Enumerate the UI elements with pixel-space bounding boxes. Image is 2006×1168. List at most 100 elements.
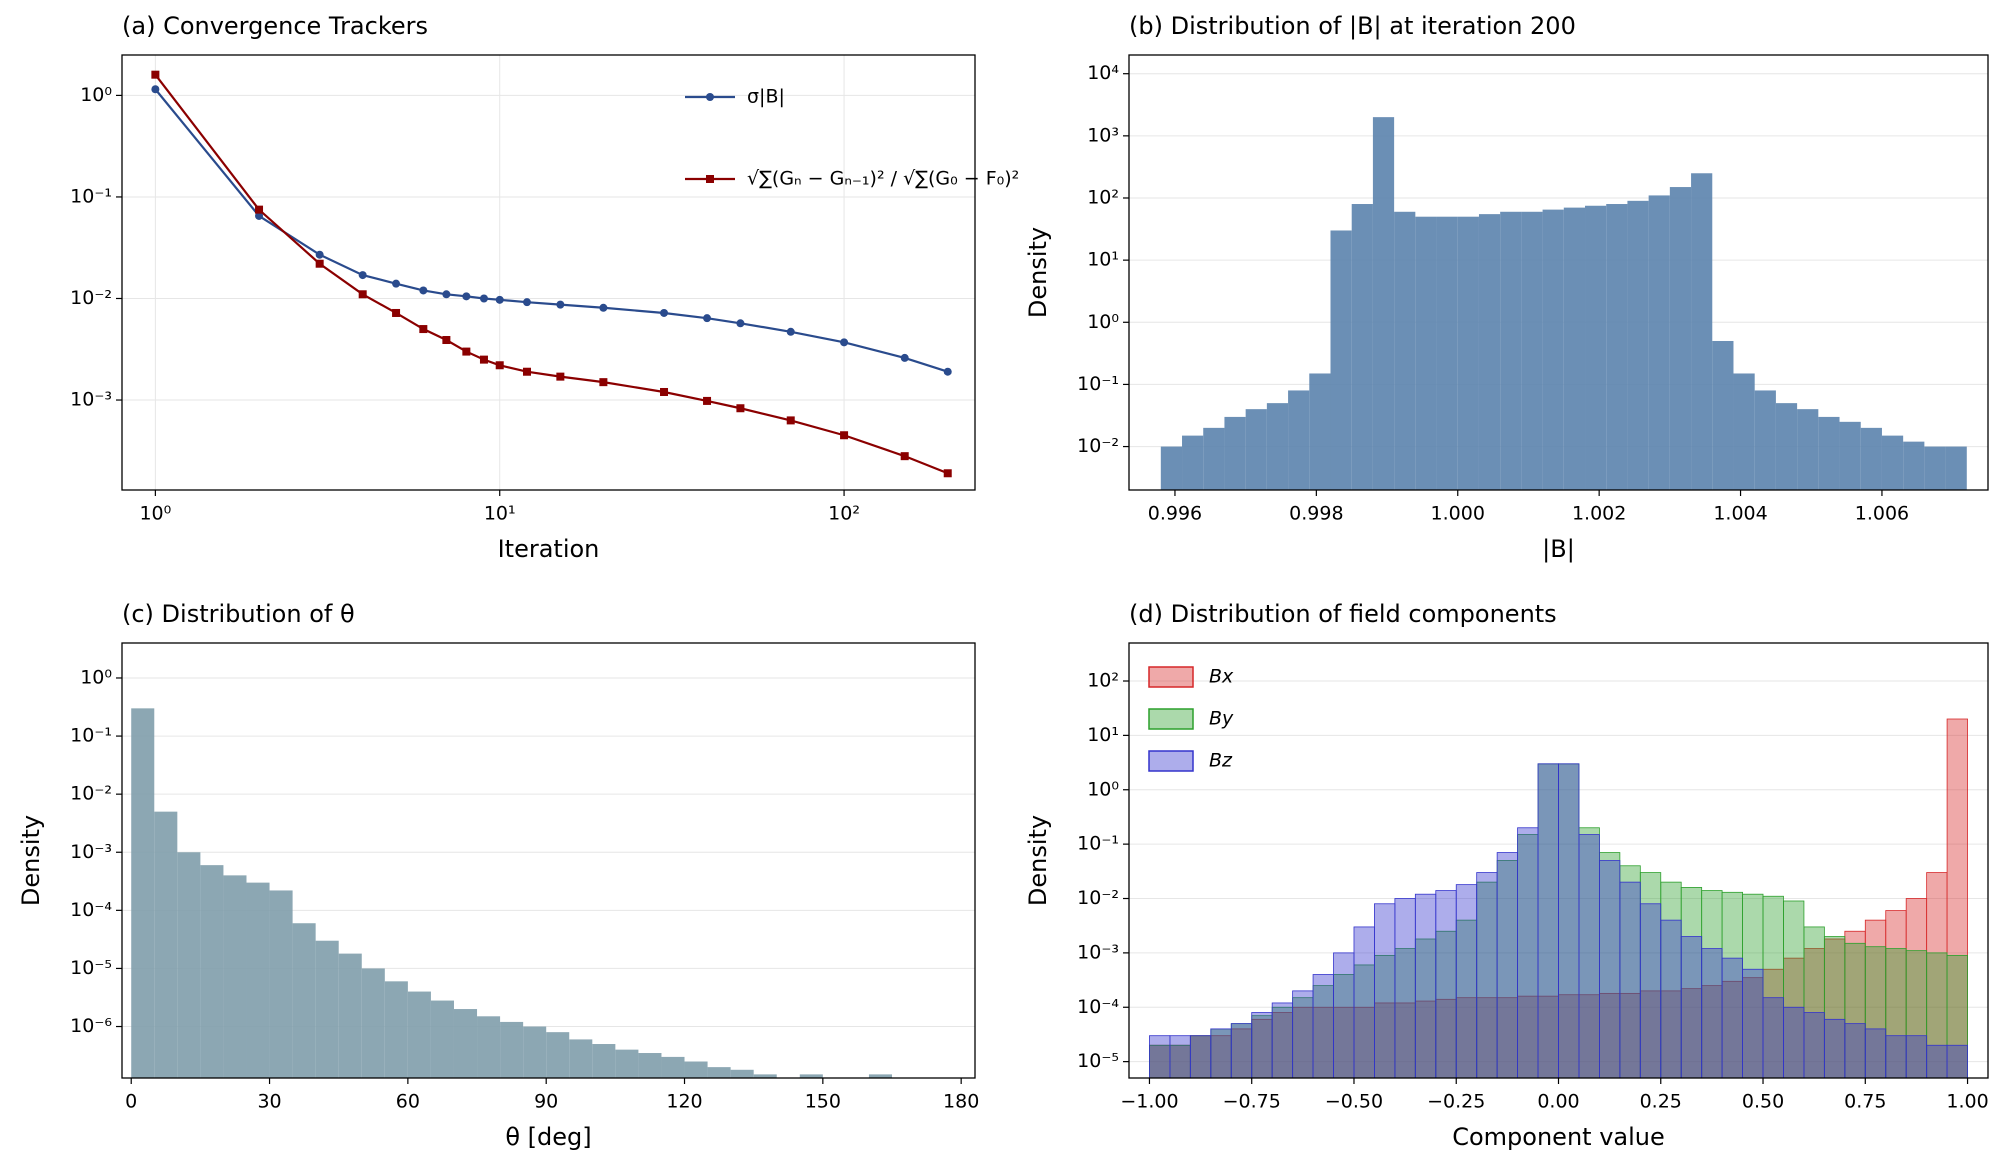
bar <box>1905 1035 1928 1078</box>
bar <box>1775 403 1798 490</box>
bar <box>154 811 178 1078</box>
bar <box>338 953 362 1078</box>
bar <box>1903 441 1925 490</box>
bar <box>246 882 270 1078</box>
y-tick-label: 10⁻² <box>1077 887 1119 909</box>
bar <box>292 923 316 1078</box>
bar <box>1885 1035 1907 1078</box>
plot-area <box>131 708 893 1078</box>
y-tick-label: 10⁻⁶ <box>70 1015 112 1037</box>
bar <box>1946 954 1968 1078</box>
marker <box>495 361 504 370</box>
bar <box>1251 1012 1273 1078</box>
y-tick-label: 10⁻¹ <box>70 725 112 747</box>
x-tick-label: 0.50 <box>1742 1091 1784 1113</box>
marker <box>479 294 488 303</box>
y-tick-label: 10⁻⁴ <box>1077 996 1119 1018</box>
y-tick-label: 10⁻² <box>1077 435 1119 457</box>
legend-patch <box>1148 666 1194 688</box>
bar <box>1394 211 1416 490</box>
y-tick-label: 10⁰ <box>80 84 112 106</box>
bar <box>1455 884 1478 1078</box>
plot-area <box>1149 718 1968 1078</box>
bar <box>1203 427 1225 490</box>
marker <box>943 367 952 376</box>
plot-area <box>151 70 952 478</box>
bar <box>1754 390 1776 490</box>
bar <box>1680 936 1703 1078</box>
marker <box>522 298 531 307</box>
bar <box>407 991 431 1078</box>
bar <box>500 1021 524 1078</box>
bar <box>730 1069 754 1078</box>
bar <box>1946 1044 1968 1078</box>
bar <box>1210 1028 1232 1078</box>
bar <box>1414 893 1437 1078</box>
marker <box>151 70 160 79</box>
bar <box>1742 968 1764 1078</box>
bar <box>1578 834 1600 1078</box>
bar <box>1230 1023 1253 1078</box>
bar <box>1606 204 1628 490</box>
bar <box>753 1074 777 1078</box>
y-axis-label: Density <box>1024 227 1052 318</box>
marker <box>151 85 160 94</box>
marker <box>442 290 451 299</box>
bar <box>1160 446 1183 490</box>
marker <box>556 300 565 309</box>
y-tick-label: 10⁻³ <box>1077 941 1119 963</box>
marker <box>255 211 264 220</box>
bar <box>1353 926 1375 1078</box>
bar <box>1333 952 1355 1078</box>
axes-frame <box>1128 642 1989 1079</box>
bar <box>868 1074 893 1078</box>
x-tick-label: 1.004 <box>1713 503 1767 525</box>
legend-label: Bx <box>1209 666 1234 688</box>
title: (b) Distribution of |B| at iteration 200 <box>1129 12 1576 40</box>
bar <box>269 890 293 1078</box>
title: (d) Distribution of field components <box>1129 600 1557 628</box>
bar <box>1733 373 1755 490</box>
bar <box>1351 204 1373 490</box>
marker <box>358 290 367 299</box>
bar <box>1415 216 1437 490</box>
y-axis-label: Density <box>17 815 45 906</box>
x-tick-label: 10² <box>828 503 860 525</box>
line <box>154 74 949 475</box>
subplot: 10⁻² 10⁻¹ 10⁰ 10¹ 10² 10³ 10⁴ 0.996 0.998 1.000 1.… <box>1024 12 1989 563</box>
axes-frame <box>1128 54 1989 491</box>
bar <box>1521 211 1543 490</box>
x-tick-label: 1.006 <box>1855 503 1909 525</box>
bar <box>1478 214 1501 490</box>
x-tick-label: 1.002 <box>1572 503 1626 525</box>
marker <box>556 372 565 381</box>
x-tick-label: 1.00 <box>1946 1091 1988 1113</box>
marker <box>522 367 531 376</box>
bar <box>1844 1023 1866 1078</box>
y-tick-label: 10⁰ <box>80 666 112 688</box>
bar <box>1245 409 1267 490</box>
bar <box>1803 1012 1825 1078</box>
bar <box>1648 195 1670 490</box>
bar <box>1691 173 1713 490</box>
marker <box>736 319 745 328</box>
x-tick-label: 60 <box>396 1091 420 1113</box>
y-tick-label: 10⁴ <box>1087 62 1119 84</box>
marker <box>599 303 608 312</box>
bar <box>1660 919 1682 1078</box>
bar <box>1517 827 1539 1078</box>
marker <box>392 279 401 288</box>
marker <box>786 327 795 336</box>
line <box>154 88 949 373</box>
y-tick-label: 10⁰ <box>1087 778 1119 800</box>
title: (a) Convergence Trackers <box>122 12 428 40</box>
bar <box>592 1044 616 1078</box>
marker <box>900 353 909 362</box>
bar <box>1149 1035 1171 1078</box>
x-tick-label: 120 <box>666 1091 702 1113</box>
x-tick-label: 180 <box>943 1091 979 1113</box>
bar <box>1924 446 1946 490</box>
marker <box>703 314 712 323</box>
x-axis-label: Component value <box>1452 1123 1665 1151</box>
marker <box>462 347 471 356</box>
